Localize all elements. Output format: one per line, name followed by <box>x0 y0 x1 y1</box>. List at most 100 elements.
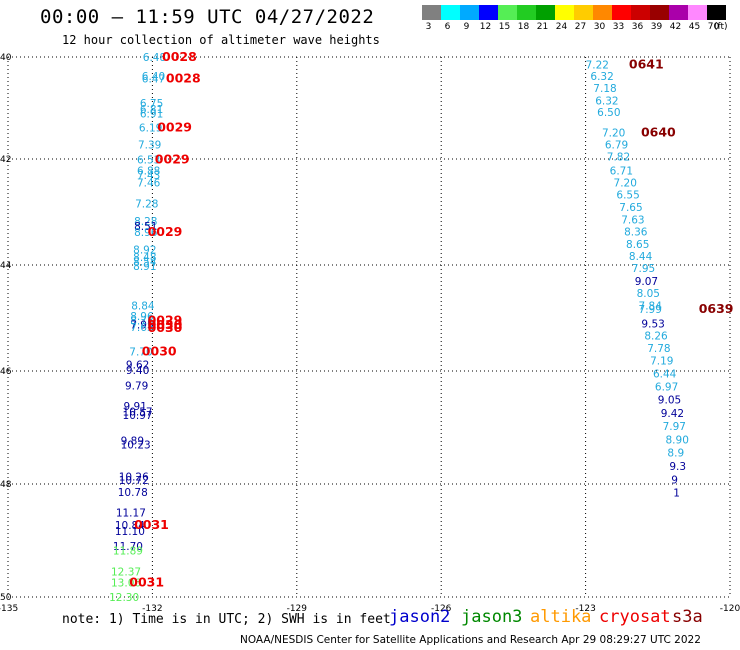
wave-height-label: 7.65 <box>619 202 642 214</box>
longitude-tick-label: -126 <box>431 604 452 614</box>
wave-height-label: 9.79 <box>125 381 148 393</box>
longitude-tick-label: -129 <box>287 604 308 614</box>
color-legend: 3 6 9 12 15 18 21 24 27 30 33 36 39 42 45 70 <box>422 5 726 32</box>
wave-height-label: 7.82 <box>607 151 630 163</box>
legend-label: 39 <box>650 22 663 32</box>
wave-height-label: 11.10 <box>115 526 145 538</box>
wave-height-label: 6.79 <box>605 140 628 152</box>
wave-height-label: 7.19 <box>650 355 673 367</box>
wave-height-label: 6.81 <box>140 104 163 116</box>
wave-height-label: 7.20 <box>602 127 625 139</box>
wave-height-label: 9.53 <box>641 318 664 330</box>
wave-height-label: 8.05 <box>637 288 660 300</box>
wave-height-label: 8.91 <box>133 261 156 273</box>
time-label: 0030 <box>148 320 183 335</box>
wave-height-label: 11.17 <box>116 507 146 519</box>
latitude-tick-label: 50 <box>0 593 12 603</box>
wave-height-label: 11.70 <box>113 541 143 553</box>
legend-swatch: 30 <box>593 5 612 32</box>
legend-swatch: 15 <box>498 5 517 32</box>
wave-height-label: 10.78 <box>118 487 148 499</box>
satellite-name: s3a <box>672 607 703 627</box>
latitude-tick-label: 48 <box>0 480 12 490</box>
wave-height-label: 6.47 <box>142 73 165 85</box>
wave-height-label: 7.22 <box>586 60 609 72</box>
wave-height-label: 6.40 <box>142 71 165 83</box>
latitude-tick-label: 40 <box>0 53 12 63</box>
wave-height-label: 7.78 <box>647 343 670 355</box>
map-subtitle: 12 hour collection of altimeter wave hei… <box>62 33 380 47</box>
legend-label: 18 <box>517 22 530 32</box>
wave-height-label: 11.89 <box>113 546 143 558</box>
legend-label: 27 <box>574 22 587 32</box>
wave-height-label: 9.91 <box>124 401 147 413</box>
wave-height-label: 8.65 <box>626 239 649 251</box>
wave-height-label: 6.32 <box>590 71 613 83</box>
wave-height-label: 10.57 <box>123 407 153 419</box>
legend-label: 6 <box>444 22 451 32</box>
wave-height-label: 6.88 <box>137 166 160 178</box>
wave-height-label: 7.84 <box>639 300 663 312</box>
legend-swatch: 42 <box>669 5 688 32</box>
longitude-tick-label: -123 <box>575 604 595 614</box>
wave-height-label: 6.71 <box>610 166 633 178</box>
legend-swatch: 33 <box>612 5 631 32</box>
legend-label: 42 <box>669 22 682 32</box>
legend-swatch: 45 <box>688 5 707 32</box>
legend-swatch: 12 <box>479 5 498 32</box>
wave-height-label: 6.19 <box>139 122 162 134</box>
wave-height-label: 7.97 <box>663 421 686 433</box>
wave-height-label: 8.26 <box>644 330 668 342</box>
legend-label: 12 <box>479 22 492 32</box>
wave-height-label: 7.70 <box>129 346 152 358</box>
time-label: 0030 <box>148 317 183 332</box>
wave-height-label: 6.75 <box>140 98 163 110</box>
wave-height-label: 7.43 <box>137 170 160 182</box>
time-label: 0029 <box>148 313 183 328</box>
wave-height-label: 10.72 <box>119 475 149 487</box>
longitude-tick-label: -132 <box>142 604 162 614</box>
wave-height-label: 6.53 <box>137 155 160 167</box>
wave-height-label: 7.39 <box>138 140 161 152</box>
time-label: 0029 <box>155 152 190 167</box>
wave-height-label: 9.40 <box>126 365 149 377</box>
wave-height-label: 12.37 <box>111 567 141 579</box>
wave-height-label: 7.95 <box>632 263 655 275</box>
legend-label: 9 <box>463 22 470 32</box>
time-label: 0639 <box>699 301 734 316</box>
wave-height-label: 1 <box>673 487 680 499</box>
time-label: 0640 <box>641 124 676 139</box>
wave-height-label: 7.46 <box>137 177 161 189</box>
wave-height-label: 9.89 <box>121 435 144 447</box>
wave-height-label: 6.97 <box>655 381 678 393</box>
wave-height-label: 8.54 <box>133 256 157 268</box>
legend-label: 15 <box>498 22 511 32</box>
wave-height-label: 10.97 <box>123 410 153 422</box>
time-label: 0031 <box>129 574 164 589</box>
wave-height-label: 8.28 <box>134 216 157 228</box>
legend-swatch: 70 <box>707 5 726 32</box>
legend-swatch: 39 <box>650 5 669 32</box>
wave-height-label: 6.91 <box>140 109 163 121</box>
wave-height-label: 13.06 <box>111 577 141 589</box>
wave-height-label: 7.95 <box>130 319 153 331</box>
wave-height-label: 7.28 <box>135 199 158 211</box>
wave-height-label: 10.84 <box>115 520 145 532</box>
time-label: 0028 <box>162 49 197 64</box>
wave-height-label: 8.96 <box>134 227 158 239</box>
time-label: 0029 <box>148 224 183 239</box>
legend-swatch: 36 <box>631 5 650 32</box>
legend-label: 3 <box>425 22 432 32</box>
wave-height-label: 9.07 <box>635 276 658 288</box>
latitude-tick-label: 42 <box>0 155 11 165</box>
longitude-tick-label: -135 <box>0 604 18 614</box>
wave-height-label: 8.44 <box>629 251 653 263</box>
wave-height-label: 8.96 <box>130 311 154 323</box>
legend-label: 33 <box>612 22 625 32</box>
legend-swatch: 21 <box>536 5 555 32</box>
time-label: 0028 <box>166 70 201 85</box>
time-label: 0641 <box>629 57 664 72</box>
wave-height-label: 9 <box>671 474 678 486</box>
legend-label: 36 <box>631 22 644 32</box>
longitude-tick-label: -120 <box>720 604 740 614</box>
